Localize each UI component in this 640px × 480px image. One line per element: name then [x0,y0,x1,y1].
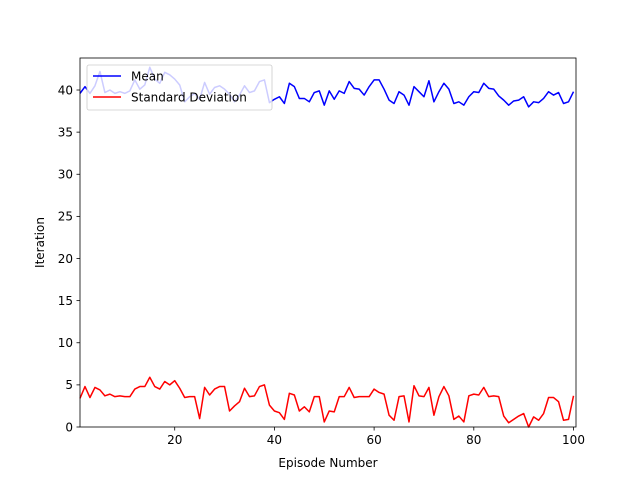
x-tick-label: 20 [167,433,182,447]
axes-frame [79,57,577,428]
axes: 20 40 60 80 100 0 5 10 15 20 25 30 35 40 [58,57,585,447]
x-axis-label: Episode Number [278,456,377,470]
x-tick-label: 40 [267,433,282,447]
y-axis-label: Iteration [33,217,47,268]
legend-label-mean: Mean [131,70,164,84]
y-tick-label: 10 [58,336,73,350]
y-tick-label: 35 [58,125,73,139]
y-tick-label: 20 [58,252,73,266]
legend: Mean Standard Deviation [86,64,273,111]
y-tick-label: 15 [58,294,73,308]
legend-box [86,64,273,111]
x-tick-label: 60 [366,433,381,447]
x-tick-label: 80 [466,433,481,447]
y-tick-label: 30 [58,168,73,182]
x-tick-label: 100 [562,433,585,447]
y-tick-label: 40 [58,83,73,97]
y-tick-label: 25 [58,210,73,224]
legend-label-standard-deviation: Standard Deviation [131,91,247,105]
y-tick-label: 0 [65,420,73,434]
series-line-standard-deviation [79,376,575,428]
y-tick-label: 5 [65,378,73,392]
